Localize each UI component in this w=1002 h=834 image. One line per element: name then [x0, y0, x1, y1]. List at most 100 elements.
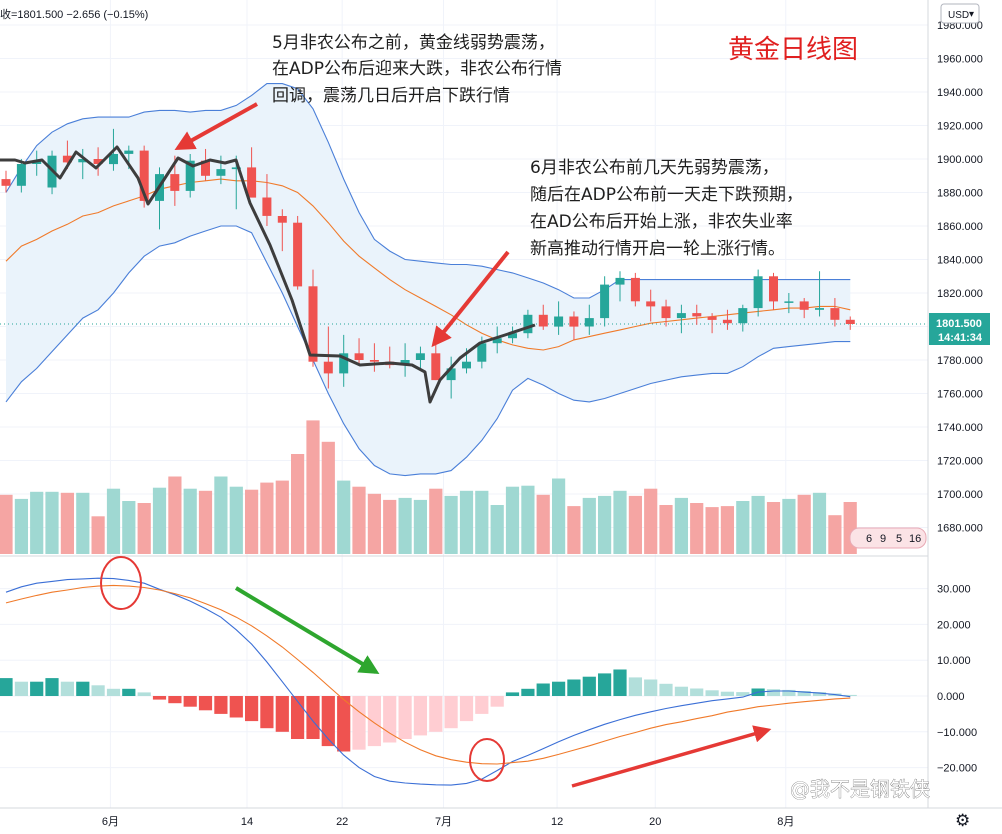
signal-line: [5, 584, 851, 765]
candle-body: [492, 338, 502, 344]
candle-body: [369, 360, 379, 362]
calendar-badge-day4: 16: [909, 533, 921, 545]
volume-bar: [490, 505, 504, 554]
macd-histogram-bar: [766, 689, 781, 696]
candle-body: [293, 222, 303, 287]
annotation-note2-line1: 6月非农公布前几天先弱势震荡，: [530, 158, 779, 178]
macd-histogram-bar: [628, 677, 642, 696]
candle-body: [630, 277, 640, 302]
price-tick-label: 1840.000: [937, 255, 983, 267]
volume-bar: [521, 485, 535, 554]
volume-bar: [429, 488, 443, 554]
macd-histogram-bar: [367, 696, 381, 747]
macd-histogram-bar: [245, 696, 259, 722]
candle-body: [124, 150, 134, 154]
macd-histogram-bar: [782, 689, 796, 696]
candle-body: [845, 319, 855, 324]
macd-histogram-bar: [444, 696, 458, 729]
macd-histogram-bar: [843, 694, 857, 696]
bollinger-upper-line: [5, 83, 851, 299]
calendar-badge-frame[interactable]: [849, 527, 927, 549]
volume-bar: [321, 441, 335, 554]
volume-bar: [183, 488, 197, 554]
calendar-badge[interactable]: 6 9 5 16: [849, 527, 927, 549]
macd-tick-label: −10.000: [937, 727, 977, 739]
bollinger-fill: [6, 83, 851, 476]
candle-body: [109, 154, 118, 165]
volume-bar: [705, 507, 719, 554]
gear-icon[interactable]: ⚙: [955, 811, 970, 831]
macd-histogram-bar: [229, 696, 243, 718]
macd-histogram-bar: [214, 696, 228, 714]
volume-bar: [659, 505, 673, 554]
candle-body: [170, 174, 180, 191]
volume-bar: [505, 486, 520, 554]
candlesticks: [1, 128, 855, 399]
candle-body: [446, 368, 456, 381]
candle-body: [661, 306, 671, 319]
price-tick-label: 1740.000: [937, 422, 983, 434]
macd-histogram-bar: [459, 696, 474, 722]
x-tick-label: 8月: [777, 816, 794, 828]
volume-bar: [398, 497, 412, 554]
volume-bar: [352, 486, 366, 554]
candle-body: [231, 167, 241, 170]
macd-histogram-bar: [183, 696, 197, 707]
volume-bar: [567, 506, 581, 554]
chart-title: 黄金日线图: [728, 35, 858, 65]
candle-body: [201, 160, 210, 176]
macd-histogram-bar: [275, 696, 289, 732]
currency-label[interactable]: USD: [948, 10, 969, 21]
volume-bar: [91, 516, 105, 554]
price-tick-label: 1940.000: [937, 87, 983, 99]
annotation-note1-line2: 在ADP公布后迎来大跌，非农公布行情: [272, 59, 562, 79]
chevron-down-icon[interactable]: ▾: [969, 9, 974, 20]
candle-body: [247, 167, 257, 198]
candle-body: [722, 319, 732, 324]
volume-bar: [736, 501, 750, 554]
candle-body: [676, 313, 686, 319]
macd-tick-label: 10.000: [937, 655, 971, 667]
candle-body: [799, 301, 809, 310]
volume-bar: [260, 482, 274, 554]
candle-body: [753, 276, 763, 309]
bollinger-lower-line: [5, 225, 851, 477]
macd-histogram-bar: [582, 676, 596, 696]
ohlc-readout: 收=1801.500 −2.656 (−0.15%): [0, 7, 148, 21]
price-label-value: 1801.500: [936, 318, 982, 330]
macd-histogram-bar: [106, 688, 121, 696]
macd-tick-label: −20.000: [937, 763, 977, 775]
calendar-badge-day3: 5: [896, 533, 902, 545]
cross-circle-1: [100, 556, 142, 610]
price-tick-label: 1680.000: [937, 523, 983, 535]
candle-body: [584, 318, 594, 327]
volume-bar: [644, 488, 658, 554]
macd-histogram-bar: [152, 696, 167, 700]
candle-body: [738, 308, 748, 324]
volume-bar: [828, 515, 842, 554]
price-tick-label: 1960.000: [937, 54, 983, 66]
volume-bar: [337, 480, 351, 554]
volume-bar: [459, 490, 474, 554]
volume-bar: [152, 487, 167, 554]
macd-histogram-bar: [198, 696, 213, 711]
currency-button[interactable]: USD ▾: [940, 3, 980, 24]
macd-histogram-bar: [552, 681, 566, 696]
macd-tick-label: 0.000: [937, 691, 965, 703]
currency-button-frame[interactable]: [940, 3, 980, 24]
macd-tick-label: 20.000: [937, 619, 971, 631]
annotation-arrow-1: [174, 102, 258, 150]
volume-bar: [306, 420, 320, 554]
candle-body: [462, 361, 471, 369]
watermark: @我不是钢铁侠: [790, 777, 930, 801]
volume-bars: [0, 420, 857, 554]
volume-bar: [14, 498, 28, 554]
volume-bar: [76, 492, 90, 554]
price-tick-label: 1760.000: [937, 389, 983, 401]
candle-body: [569, 316, 579, 327]
candle-body: [139, 150, 149, 201]
annotation-arrow-green: [234, 586, 380, 675]
annotation-note1-line3: 回调，震荡几日后开启下跌行情: [272, 86, 510, 106]
candle-body: [277, 216, 287, 223]
